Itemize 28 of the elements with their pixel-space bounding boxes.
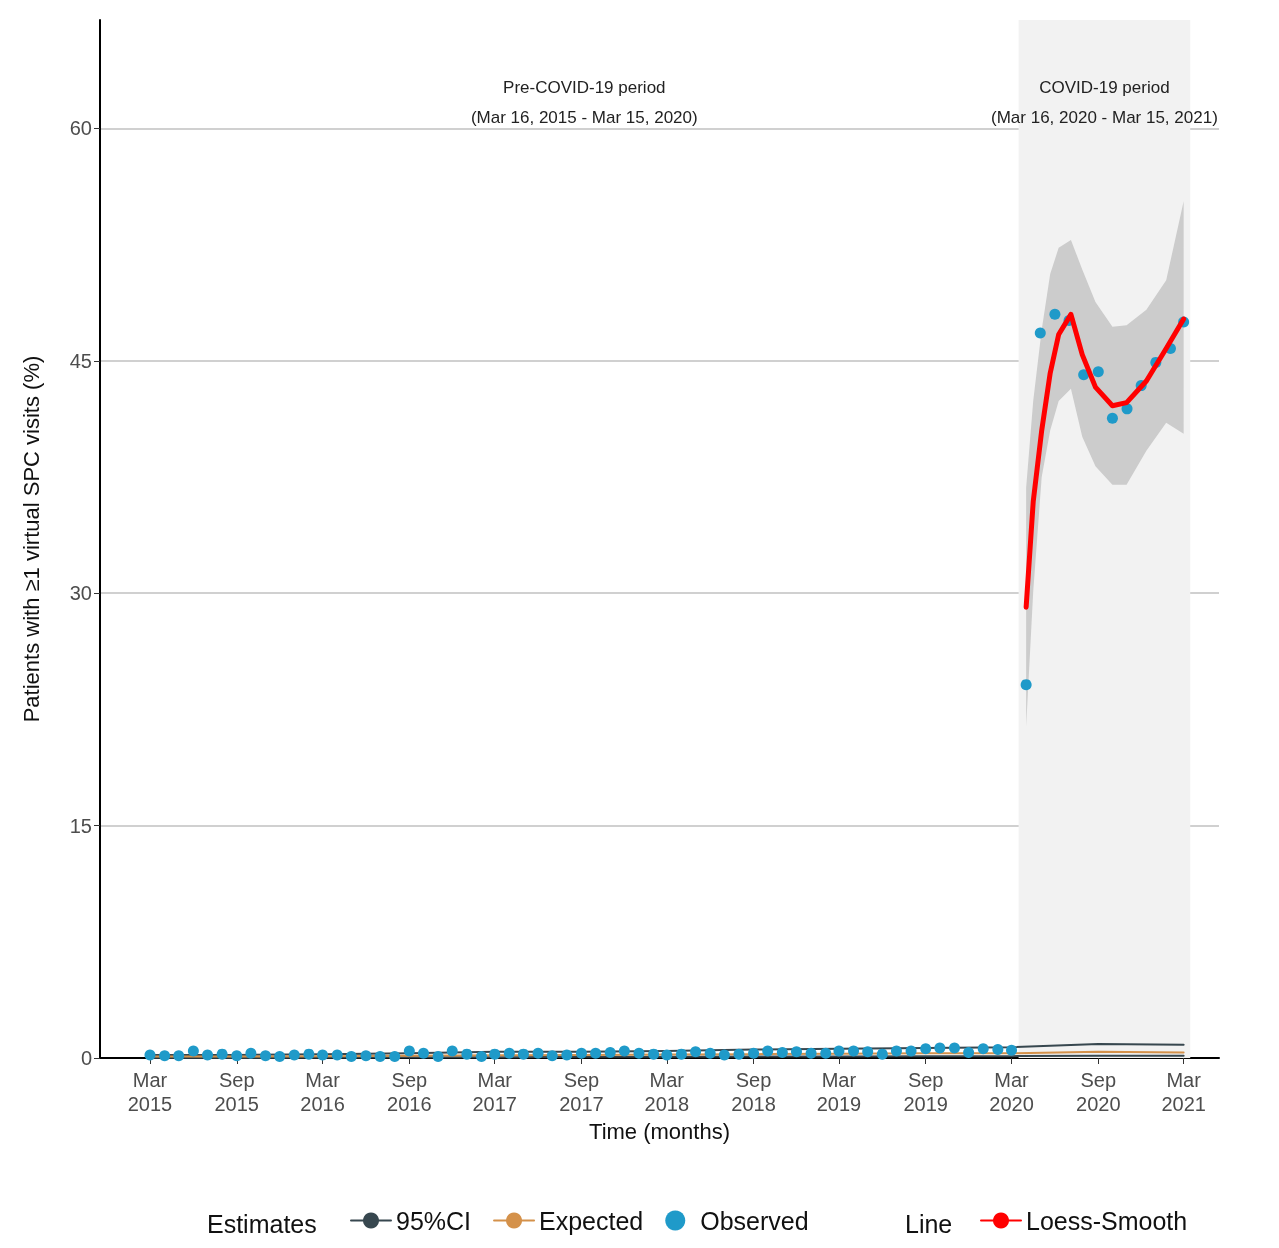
x-axis-title: Time (months) [589, 1119, 730, 1145]
x-tick-label: Mar 2017 [472, 1069, 517, 1115]
annotation: Pre-COVID-19 period (Mar 16, 2015 - Mar 15, 2020) [470, 77, 698, 127]
x-tick-label: Mar 2018 [644, 1069, 690, 1115]
legend-title: Estimates [207, 1209, 317, 1238]
y-axis-title: Patients with ≥1 virtual SPC visits (%) [18, 355, 44, 723]
x-tick-label: Mar 2016 [300, 1069, 345, 1115]
x-tick-label: Mar 2021 [1161, 1069, 1206, 1115]
x-tick-label: Mar 2019 [816, 1069, 862, 1115]
x-tick-label: Sep 2017 [559, 1069, 604, 1115]
y-tick-label: 0 [80, 1047, 92, 1069]
y-tick-label: 60 [69, 117, 92, 140]
legend-label: Observed [700, 1206, 809, 1235]
legend-label: Expected [539, 1206, 644, 1235]
x-tick-label: Sep 2015 [214, 1069, 259, 1115]
x-tick-label: Mar 2015 [127, 1069, 173, 1115]
x-tick-label: Sep 2019 [903, 1069, 948, 1115]
text: Line [905, 1209, 953, 1238]
legend-label: Loess-Smooth [1026, 1206, 1188, 1235]
band-label: COVID-19 period (Mar 16, 2020 - Mar 15, 2021) [991, 77, 1218, 127]
x-tick-label: Mar 2020 [989, 1069, 1034, 1115]
x-tick-label: Sep 2016 [387, 1069, 432, 1115]
y-tick-label: 45 [69, 349, 92, 372]
legend-label: 95%CI [396, 1206, 472, 1235]
x-tick-label: Sep 2018 [731, 1069, 776, 1115]
y-tick-label: 15 [69, 814, 92, 837]
x-tick-label: Sep 2020 [1076, 1069, 1121, 1115]
y-tick-label: 30 [69, 582, 92, 605]
